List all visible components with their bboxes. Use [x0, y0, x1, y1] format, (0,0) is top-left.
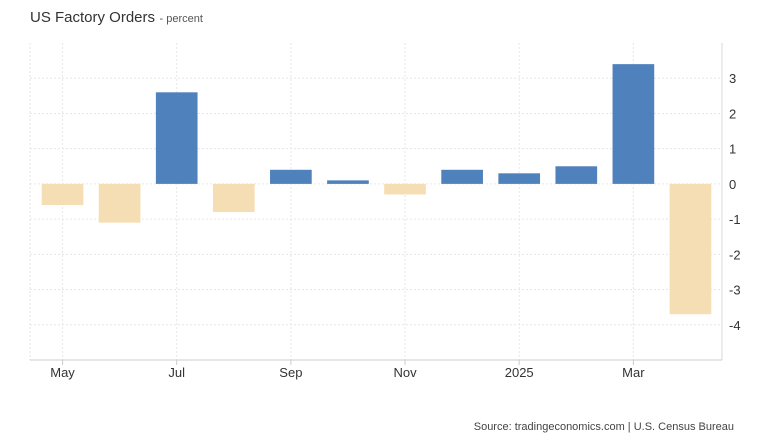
bar-2024-05 — [41, 183, 84, 206]
x-tick-label: Mar — [622, 365, 645, 380]
x-tick-label: Jul — [168, 365, 185, 380]
x-tick-label: May — [50, 365, 75, 380]
source-note: Source: tradingeconomics.com | U.S. Cens… — [473, 421, 734, 433]
y-tick-label: 3 — [729, 71, 736, 86]
bar-2025-03 — [612, 64, 655, 184]
chart-subtitle: - percent — [159, 13, 203, 25]
x-axis-ticks: May Jul Sep Nov 2025 Mar — [50, 360, 645, 380]
chart-title: US Factory Orders — [30, 9, 156, 26]
bar-2025-01 — [498, 173, 541, 184]
y-tick-label: 1 — [729, 142, 736, 157]
bar-2025-04 — [669, 183, 712, 315]
x-tick-label: 2025 — [505, 365, 534, 380]
y-tick-label: -3 — [729, 283, 741, 298]
y-tick-label: 2 — [729, 106, 736, 121]
bar-2024-08 — [212, 183, 255, 213]
bar-2025-02 — [555, 166, 598, 184]
y-tick-label: -4 — [729, 318, 741, 333]
y-tick-label: -1 — [729, 212, 741, 227]
bar-2024-07 — [155, 92, 198, 184]
x-tick-label: Sep — [279, 365, 302, 380]
bar-2024-10 — [327, 180, 369, 184]
y-tick-label: -2 — [729, 247, 741, 262]
bar-2024-06 — [98, 183, 141, 223]
y-tick-label: 0 — [729, 177, 736, 192]
bars — [41, 64, 712, 315]
x-tick-label: Nov — [393, 365, 417, 380]
y-axis-ticks: 3 2 1 0 -1 -2 -3 -4 — [729, 71, 741, 333]
grid-lines — [29, 43, 723, 360]
chart-title-block: US Factory Orders - percent — [30, 9, 203, 27]
bar-2024-09 — [270, 169, 312, 184]
bar-2024-12 — [441, 169, 483, 184]
bar-2024-11 — [384, 183, 426, 195]
